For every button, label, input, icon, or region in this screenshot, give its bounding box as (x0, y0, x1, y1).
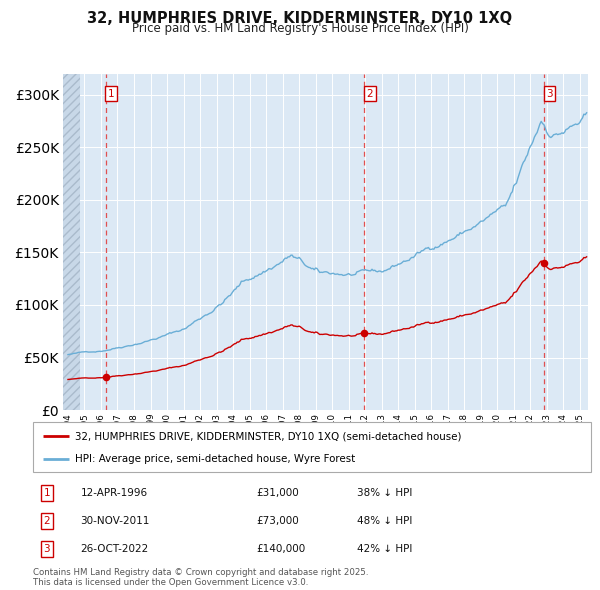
Text: £140,000: £140,000 (256, 544, 305, 554)
Text: 2: 2 (44, 516, 50, 526)
Text: 32, HUMPHRIES DRIVE, KIDDERMINSTER, DY10 1XQ: 32, HUMPHRIES DRIVE, KIDDERMINSTER, DY10… (88, 11, 512, 25)
Text: Price paid vs. HM Land Registry's House Price Index (HPI): Price paid vs. HM Land Registry's House … (131, 22, 469, 35)
Text: 42% ↓ HPI: 42% ↓ HPI (356, 544, 412, 554)
Text: 26-OCT-2022: 26-OCT-2022 (80, 544, 149, 554)
Text: Contains HM Land Registry data © Crown copyright and database right 2025.
This d: Contains HM Land Registry data © Crown c… (33, 568, 368, 587)
Text: 1: 1 (44, 489, 50, 499)
Text: 3: 3 (546, 89, 553, 99)
Text: 48% ↓ HPI: 48% ↓ HPI (356, 516, 412, 526)
Text: 38% ↓ HPI: 38% ↓ HPI (356, 489, 412, 499)
FancyBboxPatch shape (33, 422, 591, 472)
Text: £31,000: £31,000 (256, 489, 299, 499)
Text: £73,000: £73,000 (256, 516, 299, 526)
Text: 3: 3 (44, 544, 50, 554)
Text: 12-APR-1996: 12-APR-1996 (80, 489, 148, 499)
Text: 30-NOV-2011: 30-NOV-2011 (80, 516, 150, 526)
Text: 32, HUMPHRIES DRIVE, KIDDERMINSTER, DY10 1XQ (semi-detached house): 32, HUMPHRIES DRIVE, KIDDERMINSTER, DY10… (75, 431, 461, 441)
Bar (63, 74, 80, 410)
Text: HPI: Average price, semi-detached house, Wyre Forest: HPI: Average price, semi-detached house,… (75, 454, 355, 464)
Text: 1: 1 (108, 89, 115, 99)
Text: 2: 2 (366, 89, 373, 99)
